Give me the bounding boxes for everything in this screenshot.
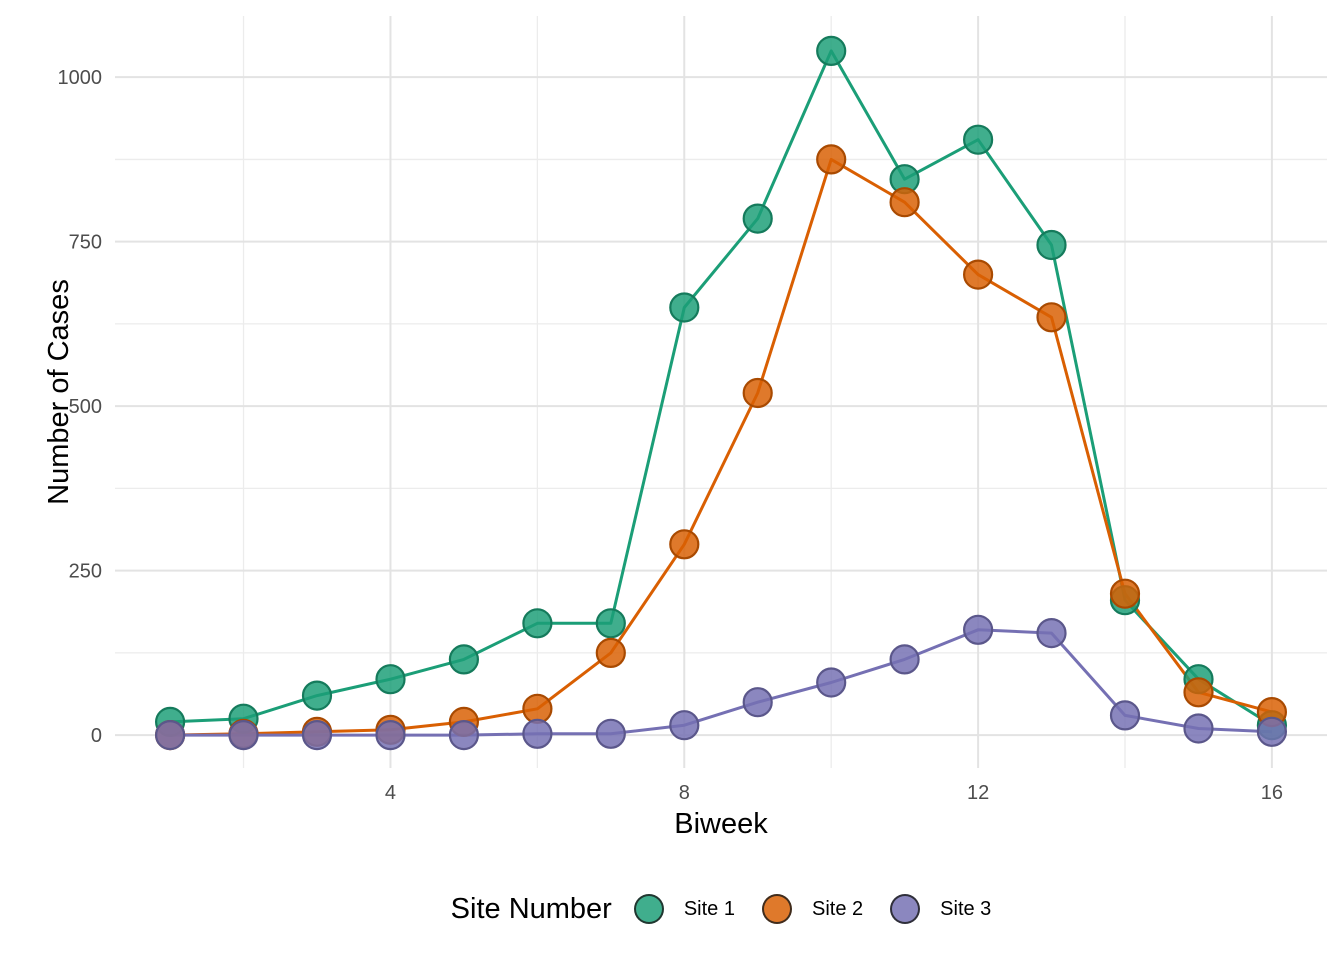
data-point-site-3-biweek-16	[1256, 716, 1288, 747]
x-tick-label: 16	[1261, 782, 1283, 804]
data-point-site-3-biweek-6	[522, 718, 553, 749]
data-point-site-2-biweek-11	[889, 187, 920, 218]
data-point-site-1-biweek-8	[669, 292, 700, 323]
data-point-site-1-biweek-9	[742, 203, 773, 234]
data-point-site-1-biweek-6	[522, 608, 553, 639]
data-point-site-3-biweek-10	[816, 667, 847, 698]
data-point-site-3-biweek-12	[962, 614, 994, 645]
data-point-site-2-biweek-9	[742, 377, 773, 409]
data-point-site-3-biweek-9	[742, 687, 773, 718]
series-line-site-1	[170, 49, 1273, 727]
data-point-site-1-biweek-10	[816, 35, 847, 67]
data-point-site-1-biweek-12	[962, 124, 994, 155]
data-point-site-3-biweek-3	[301, 719, 333, 751]
series-line-site-3	[170, 628, 1272, 737]
x-tick-label: 12	[967, 782, 989, 804]
data-point-site-2-biweek-6	[522, 693, 553, 724]
data-point-site-3-biweek-8	[669, 710, 700, 741]
legend-key-circle-site-3	[890, 894, 921, 924]
data-point-site-3-biweek-1	[155, 719, 186, 751]
legend-title: Site Number	[450, 892, 612, 925]
legend: Site Number Site 1 Site 2 Site 3	[115, 881, 1327, 937]
x-tick-label: 4	[385, 782, 396, 804]
data-point-site-1-biweek-4	[375, 664, 406, 695]
legend-key-circle-site-1	[633, 894, 664, 924]
legend-item-site-2: Site 2	[762, 894, 863, 924]
axis-tick-labels: 0 250 500 750 1000 4 8 12 16	[58, 67, 1284, 804]
data-point-site-2-biweek-12	[962, 259, 994, 290]
data-point-site-3-biweek-7	[595, 718, 626, 749]
legend-key-circle-site-2	[762, 894, 792, 924]
data-point-site-3-biweek-14	[1109, 700, 1141, 731]
legend-label-site-2: Site 2	[812, 897, 864, 920]
y-tick-label: 500	[69, 396, 102, 418]
data-point-site-2-biweek-10	[816, 144, 847, 175]
data-point-site-2-biweek-7	[595, 637, 626, 669]
data-point-site-3-biweek-2	[228, 719, 259, 751]
data-point-site-3-biweek-13	[1036, 617, 1067, 649]
legend-item-site-1: Site 1	[633, 894, 735, 924]
series-points	[155, 35, 1288, 751]
legend-label-site-3: Site 3	[940, 897, 992, 920]
data-point-site-1-biweek-7	[595, 608, 626, 639]
cases-by-biweek-line-chart: 0 250 500 750 1000 4 8 12 16 Biweek Number of Ca…	[43, 16, 1327, 840]
y-tick-label: 1000	[58, 67, 103, 89]
x-axis-title: Biweek	[674, 808, 768, 840]
data-point-site-2-biweek-13	[1036, 302, 1067, 333]
gridlines-major	[115, 16, 1327, 768]
data-point-site-3-biweek-4	[375, 719, 406, 751]
y-tick-label: 750	[69, 232, 102, 254]
series-lines	[170, 49, 1273, 737]
data-point-site-3-biweek-11	[889, 644, 920, 675]
data-point-site-3-biweek-5	[448, 719, 479, 751]
y-axis-title: Number of Cases	[43, 279, 75, 505]
data-point-site-1-biweek-3	[301, 680, 333, 711]
data-point-site-1-biweek-5	[448, 644, 479, 675]
data-point-site-1-biweek-13	[1036, 229, 1067, 261]
y-tick-label: 0	[91, 725, 102, 747]
data-point-site-2-biweek-15	[1183, 677, 1214, 708]
legend-item-site-3: Site 3	[890, 894, 991, 924]
y-tick-label: 250	[69, 561, 102, 583]
data-point-site-3-biweek-15	[1183, 713, 1214, 744]
legend-label-site-1: Site 1	[683, 897, 735, 920]
data-point-site-2-biweek-8	[669, 529, 700, 560]
data-point-site-2-biweek-14	[1109, 578, 1141, 609]
series-line-site-2	[170, 157, 1273, 737]
gridlines-minor	[115, 16, 1327, 768]
x-tick-label: 8	[679, 782, 690, 804]
